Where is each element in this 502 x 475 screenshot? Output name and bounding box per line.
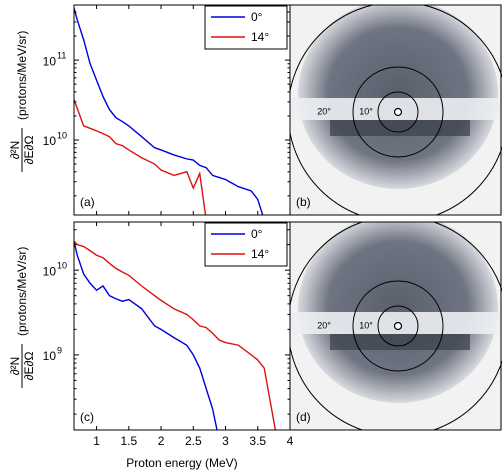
data-line: [74, 240, 218, 430]
y-tick-label: 10: [43, 54, 57, 68]
series-group: [74, 7, 264, 215]
y-tick-label: 10: [43, 264, 57, 278]
x-tick-label: 2.5: [185, 434, 202, 448]
shadow-band: [330, 334, 470, 350]
ring-label: 10°: [359, 320, 373, 330]
axes-frame: [73, 4, 291, 216]
panel-label: (b): [296, 195, 311, 209]
y-tick-exponent: 10: [57, 261, 67, 271]
x-tick-label: 1.5: [120, 434, 137, 448]
legend-label: 0°: [251, 10, 263, 24]
data-line: [74, 7, 264, 215]
legend-box: [204, 5, 288, 50]
y-tick-exponent: 11: [57, 50, 66, 60]
x-tick-label: 3: [222, 434, 229, 448]
y-tick-label: 10: [43, 134, 57, 148]
y-axis-label: ∂²N ∂E∂Ω (protons/MeV/sr): [8, 31, 36, 172]
y-label-numerator: ∂²N: [8, 357, 22, 376]
y-label-numerator: ∂²N: [8, 141, 22, 160]
legend-box: [204, 222, 288, 267]
y-label-denominator: ∂E∂Ω: [22, 352, 36, 381]
x-tick-label: 1: [93, 434, 100, 448]
center-marker: [393, 107, 403, 117]
ring-label: 10°: [359, 106, 373, 116]
panel-label: (c): [80, 410, 94, 424]
legend-label: 14°: [251, 247, 269, 261]
y-label-units: (protons/MeV/sr): [15, 31, 29, 120]
angle-ring: [377, 305, 419, 347]
axes-frame: [73, 221, 291, 431]
y-tick-label: 10: [43, 349, 57, 363]
center-marker: [393, 321, 403, 331]
panel-label: (a): [80, 195, 95, 209]
ring-label: 20°: [317, 320, 331, 330]
y-tick-exponent: 10: [57, 130, 67, 140]
data-line: [74, 99, 207, 215]
y-label-denominator: ∂E∂Ω: [22, 136, 36, 165]
shadow-band: [330, 120, 470, 136]
x-axis-label: Proton energy (MeV): [126, 456, 237, 470]
series-group: [74, 240, 277, 430]
angle-ring: [377, 91, 419, 133]
angle-ring: [352, 66, 444, 158]
legend-label: 14°: [251, 30, 269, 44]
x-tick-label: 4: [287, 434, 294, 448]
ring-label: 20°: [317, 106, 331, 116]
x-tick-label: 2: [158, 434, 165, 448]
x-tick-label: 3.5: [249, 434, 266, 448]
legend-label: 0°: [251, 227, 263, 241]
detector-image: [290, 222, 502, 430]
angle-ring: [352, 280, 444, 372]
y-label-units: (protons/MeV/sr): [15, 247, 29, 336]
panel-label: (d): [296, 410, 311, 424]
data-line: [74, 240, 277, 430]
y-axis-label: ∂²N ∂E∂Ω (protons/MeV/sr): [8, 247, 36, 388]
signal-blob: [298, 5, 498, 189]
detector-image: [290, 5, 502, 215]
y-tick-exponent: 9: [57, 345, 62, 355]
